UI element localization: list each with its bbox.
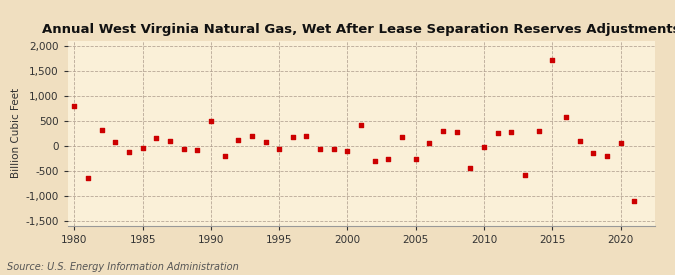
Point [97,128,107,132]
Point [397,135,408,139]
Point [110,140,121,144]
Point [410,157,421,161]
Point [342,148,353,153]
Point [137,146,148,150]
Text: Source: U.S. Energy Information Administration: Source: U.S. Energy Information Administ… [7,262,238,272]
Point [301,134,312,138]
Point [219,153,230,158]
Point [124,150,134,155]
Point [560,115,571,119]
Y-axis label: Billion Cubic Feet: Billion Cubic Feet [11,88,21,178]
Point [533,129,544,133]
Point [615,141,626,145]
Point [274,147,285,152]
Point [356,123,367,127]
Point [288,135,298,139]
Point [465,166,476,170]
Point [329,147,340,152]
Point [82,176,93,180]
Point [424,141,435,145]
Point [547,58,558,62]
Point [165,139,176,143]
Point [151,136,162,140]
Point [246,134,257,139]
Point [69,104,80,108]
Point [233,138,244,142]
Point [260,140,271,144]
Point [506,130,517,134]
Point [369,159,380,163]
Point [452,130,462,134]
Point [601,153,612,158]
Point [178,147,189,152]
Point [192,148,202,152]
Point [629,198,640,203]
Point [588,151,599,155]
Point [437,129,448,134]
Point [383,157,394,161]
Point [479,145,489,149]
Point [520,172,531,177]
Title: Annual West Virginia Natural Gas, Wet After Lease Separation Reserves Adjustment: Annual West Virginia Natural Gas, Wet Af… [42,23,675,36]
Point [574,139,585,144]
Point [492,131,503,135]
Point [205,119,216,124]
Point [315,147,325,151]
